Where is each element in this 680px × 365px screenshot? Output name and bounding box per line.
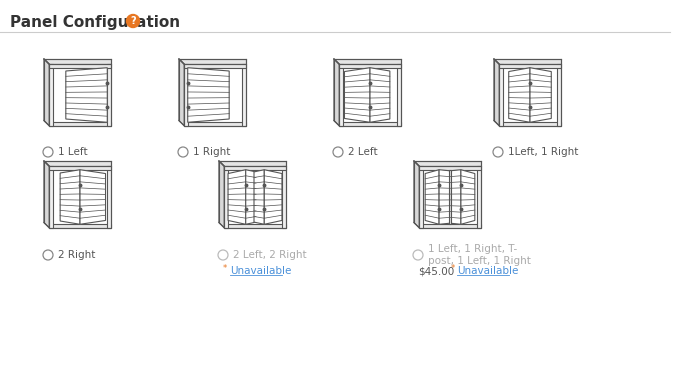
Bar: [49, 166, 53, 228]
Bar: [184, 64, 245, 68]
Text: 1 Left, 1 Right, T-
post, 1 Left, 1 Right: 1 Left, 1 Right, T- post, 1 Left, 1 Righ…: [428, 244, 531, 266]
Bar: [224, 166, 286, 228]
Polygon shape: [414, 161, 419, 228]
Polygon shape: [44, 59, 111, 64]
Text: Panel Configuration: Panel Configuration: [10, 15, 180, 30]
Polygon shape: [44, 161, 49, 228]
Polygon shape: [345, 68, 370, 122]
Text: Unavailable: Unavailable: [457, 266, 518, 276]
Polygon shape: [450, 170, 461, 224]
Bar: [339, 122, 401, 126]
Bar: [49, 122, 111, 126]
Polygon shape: [265, 170, 282, 224]
Bar: [499, 122, 561, 126]
Text: $45.00: $45.00: [418, 266, 454, 276]
Polygon shape: [254, 170, 265, 224]
Polygon shape: [245, 170, 256, 224]
Text: 2 Right: 2 Right: [58, 250, 95, 260]
Bar: [224, 166, 228, 228]
Bar: [49, 64, 53, 126]
Text: 1 Right: 1 Right: [193, 147, 231, 157]
Bar: [419, 166, 481, 170]
Bar: [184, 64, 245, 126]
Polygon shape: [179, 59, 184, 126]
Text: Unavailable: Unavailable: [230, 266, 291, 276]
Circle shape: [413, 250, 423, 260]
Polygon shape: [494, 59, 499, 126]
Bar: [339, 64, 401, 68]
Bar: [499, 64, 561, 126]
Bar: [419, 224, 481, 228]
Polygon shape: [509, 68, 530, 122]
Bar: [558, 64, 561, 126]
Bar: [499, 64, 561, 68]
Bar: [49, 224, 111, 228]
Circle shape: [43, 250, 53, 260]
Text: 1 Left: 1 Left: [58, 147, 88, 157]
Polygon shape: [80, 170, 105, 224]
Bar: [107, 64, 111, 126]
Polygon shape: [530, 68, 551, 122]
Bar: [184, 122, 245, 126]
Bar: [282, 166, 286, 228]
Polygon shape: [370, 68, 390, 122]
Circle shape: [493, 147, 503, 157]
Polygon shape: [60, 170, 80, 224]
Polygon shape: [494, 59, 561, 64]
Bar: [339, 64, 401, 126]
Polygon shape: [44, 161, 111, 166]
Circle shape: [218, 250, 228, 260]
Text: *: *: [451, 265, 455, 273]
Bar: [419, 166, 423, 228]
Polygon shape: [44, 59, 49, 126]
Polygon shape: [188, 68, 229, 122]
Polygon shape: [439, 170, 450, 224]
Bar: [49, 166, 111, 228]
Bar: [242, 64, 245, 126]
Bar: [224, 166, 286, 170]
Bar: [419, 166, 481, 228]
Bar: [499, 64, 503, 126]
Circle shape: [178, 147, 188, 157]
Circle shape: [333, 147, 343, 157]
Polygon shape: [219, 161, 224, 228]
Bar: [49, 64, 111, 126]
Bar: [397, 64, 401, 126]
Circle shape: [126, 15, 139, 27]
Polygon shape: [461, 170, 475, 224]
Text: 1Left, 1 Right: 1Left, 1 Right: [508, 147, 579, 157]
Text: 2 Left, 2 Right: 2 Left, 2 Right: [233, 250, 307, 260]
Bar: [224, 224, 286, 228]
Polygon shape: [334, 59, 339, 126]
Text: *: *: [223, 265, 227, 273]
Polygon shape: [228, 170, 245, 224]
Bar: [49, 166, 111, 170]
Circle shape: [43, 147, 53, 157]
Bar: [184, 64, 188, 126]
Bar: [477, 166, 481, 228]
Polygon shape: [414, 161, 481, 166]
Bar: [49, 64, 111, 68]
Text: 2 Left: 2 Left: [348, 147, 377, 157]
Polygon shape: [179, 59, 245, 64]
Text: ?: ?: [130, 16, 136, 26]
Bar: [339, 64, 343, 126]
Polygon shape: [66, 68, 107, 122]
Polygon shape: [219, 161, 286, 166]
Bar: [449, 170, 452, 224]
Polygon shape: [334, 59, 401, 64]
Polygon shape: [425, 170, 439, 224]
Bar: [107, 166, 111, 228]
